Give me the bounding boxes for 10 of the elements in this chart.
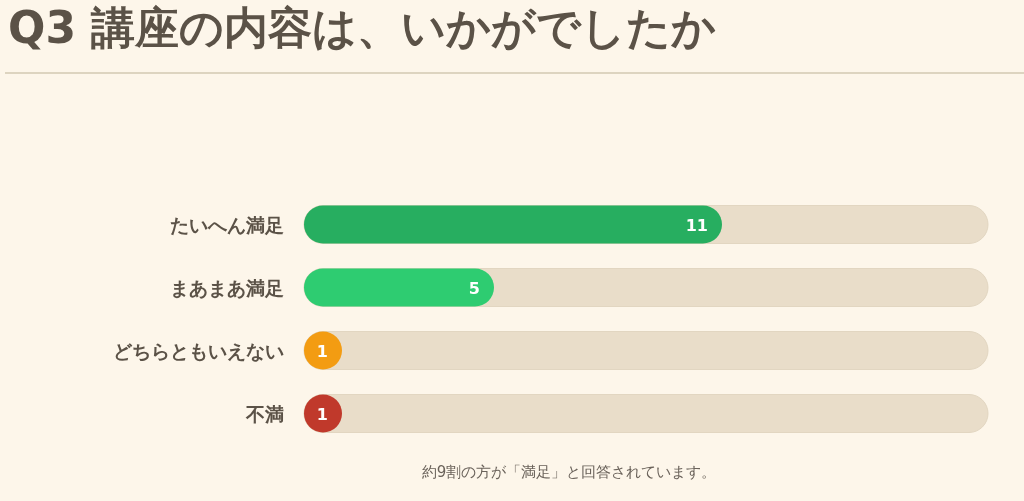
data-label: 5 [468,278,480,298]
data-label: 1 [316,341,328,361]
category-label: どちらともいえない [113,339,284,362]
category-label: 不満 [246,402,284,425]
annotation: 約9割の方が「満足」と回答されています。 [421,463,717,481]
category-label: たいへん満足 [170,213,284,236]
category-label: まあまあ満足 [170,276,284,299]
title: Q3 講座の内容は、いかがでしたか [8,2,717,53]
data-label: 11 [685,215,708,235]
data-label: 1 [316,404,328,424]
